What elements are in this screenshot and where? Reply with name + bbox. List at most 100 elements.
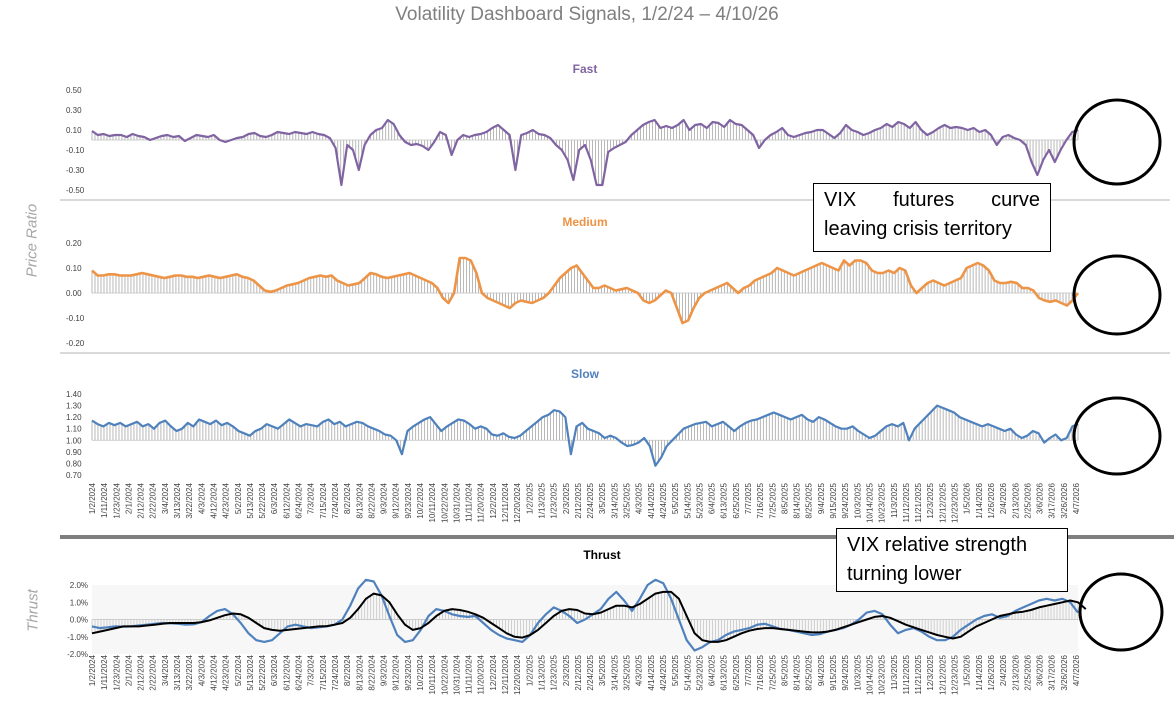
x-tick-top-label: 2/12/2024	[137, 482, 146, 518]
x-tick-top-label: 10/31/2024	[452, 482, 461, 523]
x-tick-top-label: 9/15/2025	[829, 482, 838, 518]
x-tick-top-label: 2/24/2025	[586, 482, 595, 518]
x-tick-thrust-label: 2/4/2026	[999, 654, 1008, 686]
x-tick-thrust-label: 2/25/2026	[1023, 654, 1032, 690]
annotation-curve-line1: VIX futures curve	[824, 189, 1040, 211]
x-tick-thrust-label: 2/3/2025	[562, 654, 571, 686]
x-tick-thrust-label: 7/16/2025	[756, 654, 765, 690]
ytick-thrust: -2.0%	[67, 650, 88, 659]
x-tick-thrust-label: 8/5/2025	[780, 654, 789, 686]
x-tick-top-label: 3/25/2025	[623, 482, 632, 518]
x-tick-thrust-label: 5/13/2024	[246, 654, 255, 690]
y-axis-label-thrust: Thrust	[24, 589, 42, 632]
x-tick-thrust-label: 8/13/2024	[355, 654, 364, 690]
x-tick-top-label: 10/3/2025	[853, 482, 862, 518]
x-tick-thrust-label: 9/12/2024	[392, 654, 401, 690]
x-tick-top-label: 12/23/2025	[951, 482, 960, 523]
x-tick-top-label: 5/14/2025	[683, 482, 692, 518]
chart-title: Volatility Dashboard Signals, 1/2/24 – 4…	[395, 4, 779, 25]
x-tick-top-label: 5/13/2024	[246, 482, 255, 518]
ytick-fast: 0.50	[66, 86, 82, 95]
x-tick-top-label: 11/3/2025	[890, 482, 899, 518]
x-tick-top-label: 2/25/2026	[1023, 482, 1032, 518]
annotation-thrust-line1: VIX relative strength	[847, 534, 1028, 556]
x-tick-thrust-label: 4/23/2024	[222, 654, 231, 690]
x-tick-thrust-label: 9/23/2024	[404, 654, 413, 690]
x-tick-thrust-label: 10/31/2024	[452, 654, 461, 695]
x-tick-top-label: 1/13/2025	[538, 482, 547, 518]
x-tick-top-label: 8/22/2024	[367, 482, 376, 518]
panel-thrust: Thrust 2.0% 1.0% 0.0% -1.0% -2.0%	[67, 548, 1087, 659]
x-tick-top-label: 10/14/2025	[866, 482, 875, 523]
x-tick-top-label: 10/2/2024	[416, 482, 425, 518]
x-tick-top-label: 1/26/2026	[987, 482, 996, 518]
x-tick-thrust-label: 9/4/2025	[817, 654, 826, 686]
x-tick-top-label: 2/1/2024	[124, 482, 133, 514]
x-tick-top-label: 1/5/2026	[963, 482, 972, 514]
ytick-medium: -0.10	[66, 314, 85, 323]
x-tick-thrust-label: 6/24/2024	[295, 654, 304, 690]
x-tick-top-label: 11/20/2024	[477, 482, 486, 522]
x-tick-thrust-label: 7/3/2024	[307, 654, 316, 686]
highlight-circle-fast	[1072, 98, 1162, 186]
x-tick-top-label: 6/25/2025	[732, 482, 741, 518]
highlight-circle-slow	[1072, 396, 1162, 476]
x-tick-thrust-label: 10/11/2024	[428, 654, 437, 694]
ytick-thrust: 2.0%	[70, 581, 88, 590]
x-tick-thrust-label: 3/6/2026	[1036, 654, 1045, 686]
x-tick-top-label: 7/25/2025	[768, 482, 777, 518]
x-tick-top-label: 12/2/2024	[489, 482, 498, 518]
x-tick-top-label: 1/23/2025	[550, 482, 559, 518]
x-tick-thrust-label: 2/1/2024	[124, 654, 133, 686]
panel-title-medium: Medium	[562, 215, 607, 229]
x-tick-thrust-label: 3/13/2024	[173, 654, 182, 690]
ytick-medium: 0.10	[66, 264, 82, 273]
x-tick-thrust-label: 1/13/2025	[538, 654, 547, 690]
panel-fast: Fast 0.50 0.30 0.10 -0.10 -0.30 -0.50	[66, 62, 1079, 195]
x-tick-thrust-label: 1/26/2026	[987, 654, 996, 690]
x-tick-thrust-label: 11/12/2025	[902, 654, 911, 694]
ytick-slow: 1.10	[66, 425, 82, 434]
panel-title-thrust: Thrust	[583, 548, 620, 562]
x-tick-thrust-label: 3/17/2026	[1048, 654, 1057, 690]
x-tick-top-label: 4/3/2025	[635, 482, 644, 514]
x-tick-thrust-label: 7/24/2024	[331, 654, 340, 690]
x-tick-top-label: 11/21/2025	[914, 482, 923, 522]
x-tick-top-label: 1/14/2026	[975, 482, 984, 518]
x-tick-thrust-label: 1/23/2024	[112, 654, 121, 690]
ytick-fast: 0.10	[66, 126, 82, 135]
x-tick-thrust-label: 9/24/2025	[841, 654, 850, 690]
ytick-medium: -0.20	[66, 339, 85, 348]
x-tick-top-label: 10/11/2024	[428, 482, 437, 522]
x-tick-top-label: 7/3/2024	[307, 482, 316, 514]
x-tick-top-label: 7/7/2025	[744, 482, 753, 514]
x-tick-top-label: 4/23/2024	[222, 482, 231, 518]
annotation-thrust-line2: turning lower	[847, 563, 962, 585]
x-tick-thrust-label: 5/2/2024	[234, 654, 243, 686]
x-tick-thrust-label: 2/24/2025	[586, 654, 595, 690]
x-tick-thrust-label: 3/14/2025	[610, 654, 619, 690]
x-tick-thrust-label: 2/13/2026	[1011, 654, 1020, 690]
series-line-thrust-slow	[91, 590, 1087, 643]
x-tick-top-label: 10/23/2025	[878, 482, 887, 523]
x-tick-top-label: 4/7/2026	[1072, 482, 1081, 514]
x-tick-top-label: 2/13/2026	[1011, 482, 1020, 518]
x-tick-top-label: 6/13/2025	[720, 482, 729, 518]
x-tick-top-label: 3/4/2024	[161, 482, 170, 514]
ytick-medium: 0.20	[66, 239, 82, 248]
highlight-circle-medium	[1072, 254, 1162, 336]
x-tick-thrust-label: 12/12/2025	[938, 654, 947, 695]
x-tick-thrust-label: 2/22/2024	[149, 654, 158, 690]
x-tick-top-label: 4/3/2024	[197, 482, 206, 514]
x-tick-thrust-label: 10/2/2024	[416, 654, 425, 690]
x-tick-thrust-label: 4/12/2024	[210, 654, 219, 690]
x-tick-thrust-label: 10/23/2025	[878, 654, 887, 695]
x-tick-thrust-label: 12/23/2025	[951, 654, 960, 695]
x-tick-top-label: 2/12/2025	[574, 482, 583, 518]
x-tick-thrust-label: 3/26/2026	[1060, 654, 1069, 690]
x-tick-thrust-label: 3/25/2025	[623, 654, 632, 690]
x-tick-thrust-label: 11/21/2025	[914, 654, 923, 694]
x-tick-thrust-label: 5/14/2025	[683, 654, 692, 690]
x-tick-thrust-label: 1/14/2026	[975, 654, 984, 690]
